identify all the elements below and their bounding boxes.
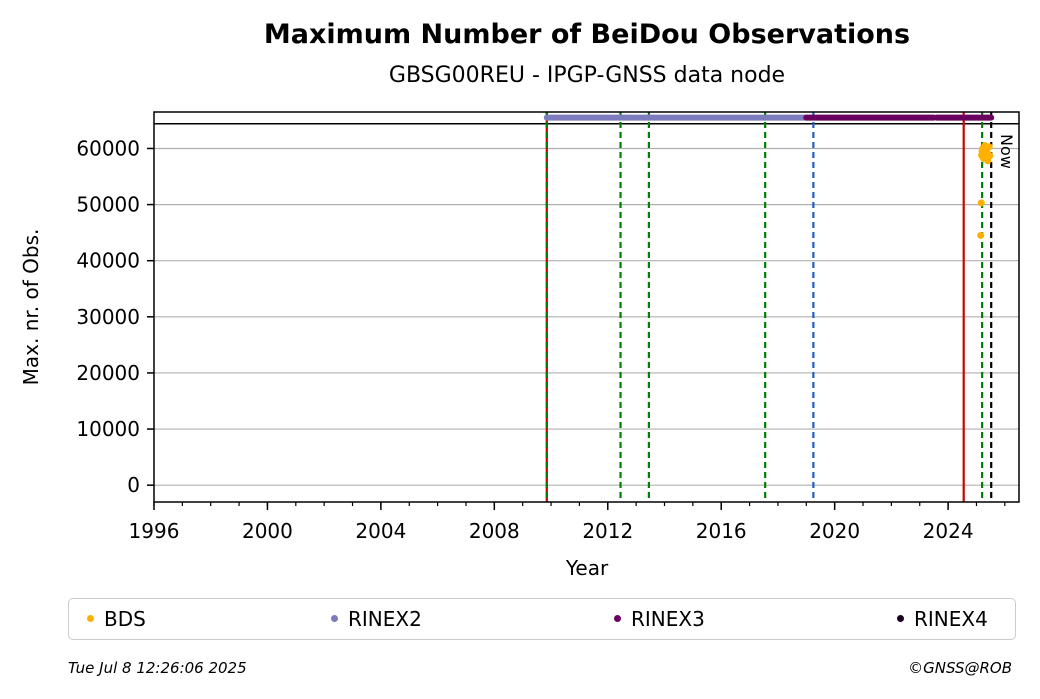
x-tick-label: 2008 [469,519,520,543]
legend-label-bds: BDS [104,607,146,631]
footer-copyright: ©GNSS@ROB [908,659,1012,677]
legend-label-rinex2: RINEX2 [348,607,422,631]
y-tick-label: 10000 [76,417,140,441]
legend-marker-rinex2 [331,615,338,622]
legend-label-rinex4: RINEX4 [914,607,988,631]
legend-item-rinex4: RINEX4 [897,608,988,630]
x-tick-label: 2000 [242,519,293,543]
data-point-bds [986,152,994,160]
x-tick-label: 2024 [923,519,974,543]
legend: BDS RINEX2 RINEX3 RINEX4 [68,598,1016,640]
data-point-bds [977,199,985,207]
chart: Maximum Number of BeiDou Observations GB… [19,19,1020,580]
x-tick-label: 2004 [355,519,406,543]
y-tick-label: 30000 [76,305,140,329]
legend-item-rinex2: RINEX2 [331,608,422,630]
legend-marker-rinex3 [614,615,621,622]
data-point-bds [977,231,985,239]
legend-marker-rinex4 [897,615,904,622]
y-tick-label: 20000 [76,361,140,385]
legend-marker-bds [87,615,94,622]
plot-area: Now 0 10000 20000 30000 40000 50000 60000 1996 20… [76,111,1020,543]
now-label: Now [997,134,1016,169]
x-tick-label: 1996 [129,519,180,543]
data-point-bds [985,143,993,151]
plot-frame [153,111,1020,503]
legend-item-rinex3: RINEX3 [614,608,705,630]
y-tick-label: 40000 [76,249,140,273]
x-tick-label: 2016 [696,519,747,543]
y-axis-label: Max. nr. of Obs. [19,229,43,386]
y-tick-label: 60000 [76,136,140,160]
chart-subtitle: GBSG00REU - IPGP-GNSS data node [389,63,785,88]
x-tick-label: 2012 [582,519,633,543]
legend-item-bds: BDS [87,608,146,630]
y-tick-label: 0 [127,473,140,497]
footer-timestamp: Tue Jul 8 12:26:06 2025 [68,659,247,677]
y-tick-label: 50000 [76,193,140,217]
legend-label-rinex3: RINEX3 [631,607,705,631]
x-tick-label: 2020 [809,519,860,543]
chart-title: Maximum Number of BeiDou Observations [264,19,910,50]
x-axis-label: Year [565,556,609,580]
